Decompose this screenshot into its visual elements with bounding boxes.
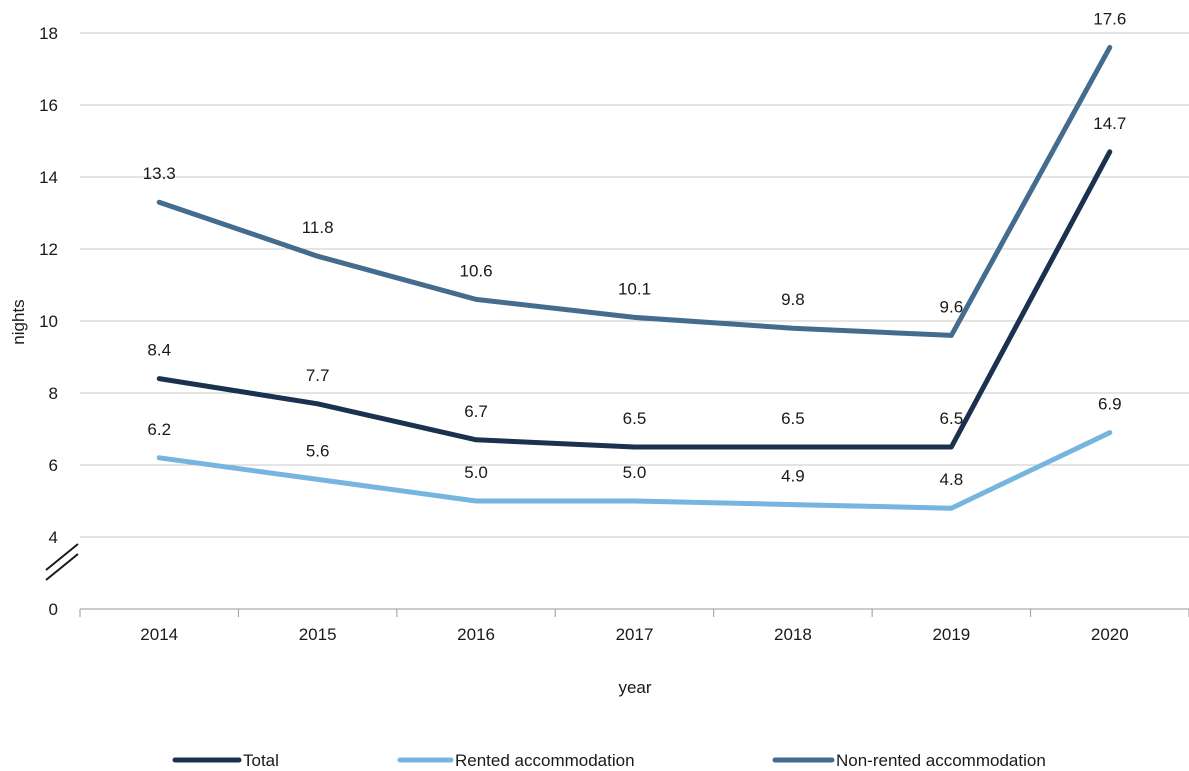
data-label: 6.2 [147,420,171,439]
series-line-rented-accommodation [156,430,1113,511]
data-label: 17.6 [1093,9,1126,28]
axis-break-line-1 [45,543,79,571]
data-labels: 8.4 7.7 6.7 6.5 6.5 6.5 14.7 6.2 5.6 5.0 5.0 4.9 4.8… [143,9,1127,489]
legend: Total Rented accommodation Non-rented acco… [172,751,1046,770]
y-tick-label: 16 [39,96,58,115]
y-tick-label: 4 [49,528,58,547]
x-tick-label: 2020 [1091,625,1129,644]
data-label: 10.6 [460,261,493,280]
y-tick-label: 18 [39,24,58,43]
data-label: 6.5 [940,409,964,428]
data-label: 13.3 [143,164,176,183]
x-tick-label: 2018 [774,625,812,644]
axis-break-line-2 [45,553,79,581]
axes: 0 4 6 8 10 12 14 16 18 2014 2015 2016 2017 2018 2019 20… [39,24,1189,644]
data-label: 14.7 [1093,114,1126,133]
series-line-total [156,149,1113,450]
x-tick-label: 2019 [932,625,970,644]
x-tick-label: 2016 [457,625,495,644]
data-label: 5.0 [464,463,488,482]
data-label: 4.8 [940,470,964,489]
x-tick-label: 2017 [616,625,654,644]
y-tick-label: 0 [49,600,58,619]
data-label: 10.1 [618,279,651,298]
data-label: 9.8 [781,290,805,309]
x-tick-label: 2014 [140,625,178,644]
y-tick-label: 8 [49,384,58,403]
series-lines [156,44,1113,511]
data-label: 4.9 [781,467,805,486]
y-tick-label: 10 [39,312,58,331]
legend-label: Non-rented accommodation [836,751,1046,770]
data-label: 9.6 [940,297,964,316]
data-label: 6.7 [464,402,488,421]
legend-label: Total [243,751,279,770]
y-axis-title: nights [9,299,28,344]
x-tick-label: 2015 [299,625,337,644]
legend-label: Rented accommodation [455,751,635,770]
data-label: 6.9 [1098,395,1122,414]
data-label: 6.5 [781,409,805,428]
data-label: 11.8 [302,218,334,237]
y-tick-label: 12 [39,240,58,259]
data-label: 7.7 [306,366,330,385]
y-tick-label: 14 [39,168,58,187]
data-label: 8.4 [147,341,171,360]
data-label: 5.6 [306,441,330,460]
data-label: 6.5 [623,409,647,428]
y-tick-label: 6 [49,456,58,475]
data-label: 5.0 [623,463,647,482]
series-line-non-rented-accommodation [156,44,1113,338]
x-axis-title: year [618,678,651,697]
